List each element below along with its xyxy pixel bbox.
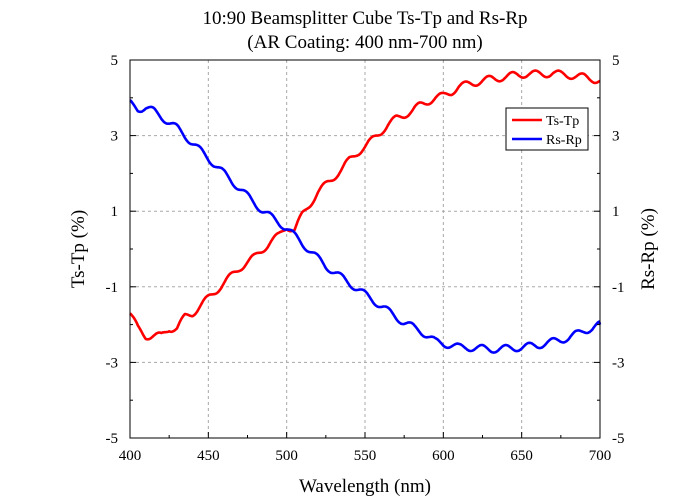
x-axis-label: Wavelength (nm): [299, 476, 431, 497]
y-right-tick-label: -5: [612, 431, 625, 447]
legend-box: [505, 107, 589, 151]
y-axis-left-label: Ts-Tp (%): [68, 210, 89, 288]
legend-label: Ts-Tp: [546, 114, 579, 129]
y-right-tick-label: -3: [612, 355, 625, 371]
x-tick-label: 500: [275, 448, 298, 464]
y-right-tick-label: 1: [612, 204, 620, 220]
y-left-tick-label: -5: [106, 431, 119, 447]
y-left-tick-label: 5: [111, 53, 119, 69]
y-left-tick-label: -3: [106, 355, 119, 371]
x-tick-label: 550: [354, 448, 377, 464]
series-line-rs-rp: [129, 99, 602, 354]
series-line-ts-tp: [129, 69, 601, 341]
chart-title: 10:90 Beamsplitter Cube Ts-Tp and Rs-Rp: [203, 8, 528, 29]
y-right-tick-label: 5: [612, 53, 620, 69]
x-tick-label: 400: [119, 448, 142, 464]
y-right-tick-label: 3: [612, 129, 620, 145]
x-tick-label: 450: [197, 448, 220, 464]
legend-label: Rs-Rp: [546, 133, 582, 148]
ticks: 400 450 500 550 600 650 700-5 -5-3 -3-1 -11 13 35 5: [106, 53, 625, 464]
series-layer: [129, 69, 602, 354]
y-left-tick-label: 3: [111, 129, 119, 145]
y-left-tick-label: -1: [106, 280, 119, 296]
x-tick-label: 700: [589, 448, 612, 464]
y-axis-right-label: Rs-Rp (%): [638, 208, 659, 290]
legend: Ts-Tp Rs-Rp: [505, 107, 589, 151]
y-left-tick-label: 1: [111, 204, 119, 220]
y-right-tick-label: -1: [612, 280, 625, 296]
x-tick-label: 650: [510, 448, 533, 464]
x-tick-label: 600: [432, 448, 455, 464]
chart-subtitle: (AR Coating: 400 nm-700 nm): [247, 32, 482, 53]
